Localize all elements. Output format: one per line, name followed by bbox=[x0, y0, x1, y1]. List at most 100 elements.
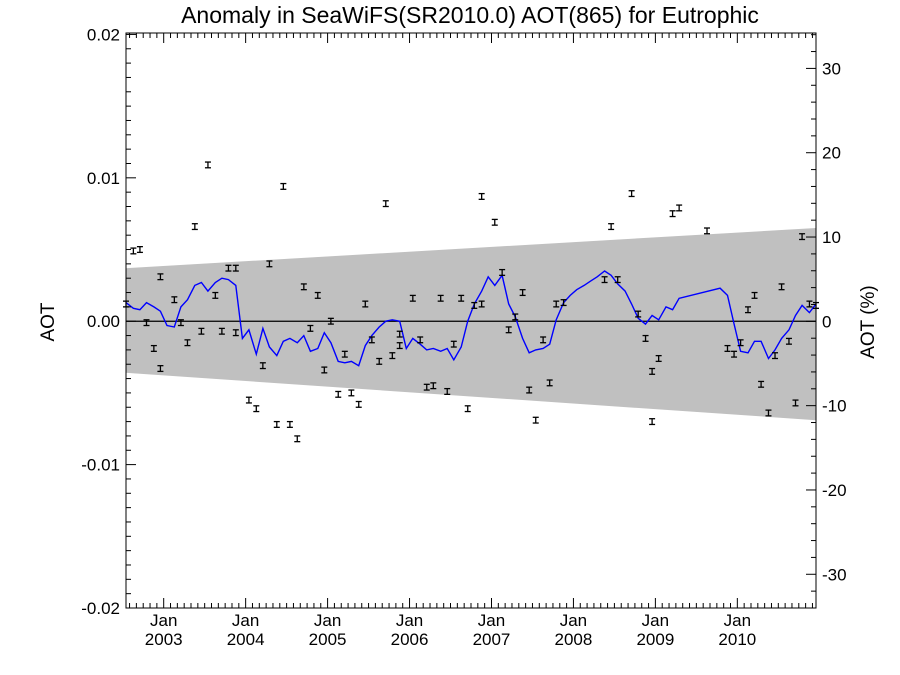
data-point bbox=[785, 337, 792, 345]
data-point bbox=[806, 300, 813, 308]
data-point bbox=[505, 326, 512, 334]
data-point bbox=[157, 273, 164, 281]
data-point bbox=[218, 327, 225, 335]
y2-tick-label: -30 bbox=[822, 565, 847, 584]
data-point bbox=[778, 283, 785, 291]
x-tick-year: 2009 bbox=[636, 630, 674, 649]
data-point bbox=[355, 400, 362, 408]
y2-axis-title: AOT (%) bbox=[858, 285, 879, 359]
data-point bbox=[280, 182, 287, 190]
data-point bbox=[553, 300, 560, 308]
x-tick-month: Jan bbox=[478, 611, 505, 630]
data-point bbox=[772, 352, 779, 360]
y2-tick-label: -20 bbox=[822, 481, 847, 500]
data-point bbox=[437, 294, 444, 302]
data-point bbox=[191, 223, 198, 231]
data-point bbox=[157, 365, 164, 373]
y-tick-label: 0.01 bbox=[87, 169, 120, 188]
data-point bbox=[642, 334, 649, 342]
data-point bbox=[546, 379, 553, 387]
data-point bbox=[649, 418, 656, 426]
data-point bbox=[478, 192, 485, 200]
data-point bbox=[198, 327, 205, 335]
data-point bbox=[409, 294, 416, 302]
data-point bbox=[321, 366, 328, 374]
data-point bbox=[614, 276, 621, 284]
data-point bbox=[396, 330, 403, 338]
data-point bbox=[259, 362, 266, 370]
data-point bbox=[348, 389, 355, 397]
y-tick-label: 0.00 bbox=[87, 312, 120, 331]
x-tick-year: 2008 bbox=[555, 630, 593, 649]
uncertainty-band bbox=[126, 228, 816, 421]
data-point bbox=[232, 264, 239, 272]
y-axis-title: AOT bbox=[38, 302, 59, 341]
data-point bbox=[744, 306, 751, 314]
data-point bbox=[204, 161, 211, 169]
data-point bbox=[526, 386, 533, 394]
y-tick-label: -0.02 bbox=[81, 599, 120, 618]
data-point bbox=[649, 367, 656, 375]
top-axis-ticks bbox=[129, 33, 813, 43]
data-point bbox=[266, 260, 273, 268]
data-point bbox=[307, 324, 314, 332]
data-point bbox=[143, 319, 150, 327]
data-point bbox=[382, 200, 389, 208]
y-tick-label: -0.01 bbox=[81, 456, 120, 475]
data-point bbox=[737, 339, 744, 347]
data-point bbox=[704, 227, 711, 235]
y2-tick-label: 0 bbox=[822, 312, 831, 331]
data-point bbox=[499, 268, 506, 276]
data-point bbox=[491, 218, 498, 226]
x-tick-month: Jan bbox=[232, 611, 259, 630]
data-point bbox=[601, 276, 608, 284]
data-point bbox=[444, 387, 451, 395]
data-point bbox=[478, 300, 485, 308]
data-point bbox=[532, 416, 539, 424]
data-point bbox=[471, 301, 478, 309]
plot-area bbox=[123, 161, 819, 443]
data-point bbox=[362, 300, 369, 308]
data-point bbox=[130, 247, 137, 255]
x-tick-month: Jan bbox=[724, 611, 751, 630]
running-mean-line bbox=[125, 270, 817, 367]
data-point bbox=[423, 383, 430, 391]
x-tick-year: 2004 bbox=[227, 630, 265, 649]
x-tick-month: Jan bbox=[396, 611, 423, 630]
x-tick-year: 2005 bbox=[309, 630, 347, 649]
data-points bbox=[123, 161, 819, 443]
y2-tick-label: 10 bbox=[822, 228, 841, 247]
data-point bbox=[245, 396, 252, 404]
data-point bbox=[758, 380, 765, 388]
data-point bbox=[519, 289, 526, 297]
x-tick-month: Jan bbox=[150, 611, 177, 630]
data-point bbox=[212, 291, 219, 299]
data-point bbox=[150, 344, 157, 352]
data-point bbox=[171, 296, 178, 304]
x-tick-year: 2003 bbox=[145, 630, 183, 649]
data-point bbox=[376, 357, 383, 365]
y2-tick-label: -10 bbox=[822, 397, 847, 416]
data-point bbox=[335, 390, 342, 398]
chart-title: Anomaly in SeaWiFS(SR2010.0) AOT(865) fo… bbox=[181, 2, 759, 28]
y2-tick-label: 30 bbox=[822, 59, 841, 78]
data-point bbox=[676, 204, 683, 212]
x-tick-month: Jan bbox=[642, 611, 669, 630]
data-point bbox=[314, 291, 321, 299]
data-point bbox=[136, 246, 143, 254]
data-point bbox=[560, 299, 567, 307]
y-tick-label: 0.02 bbox=[87, 25, 120, 44]
data-point bbox=[294, 435, 301, 443]
data-point bbox=[799, 233, 806, 241]
y2-tick-label: 20 bbox=[822, 144, 841, 163]
data-point bbox=[177, 319, 184, 327]
data-point bbox=[464, 405, 471, 413]
data-point bbox=[724, 344, 731, 352]
x-tick-year: 2010 bbox=[718, 630, 756, 649]
data-point bbox=[751, 291, 758, 299]
x-tick-year: 2007 bbox=[473, 630, 511, 649]
data-point bbox=[396, 342, 403, 350]
data-point bbox=[327, 317, 334, 325]
data-point bbox=[273, 420, 280, 428]
